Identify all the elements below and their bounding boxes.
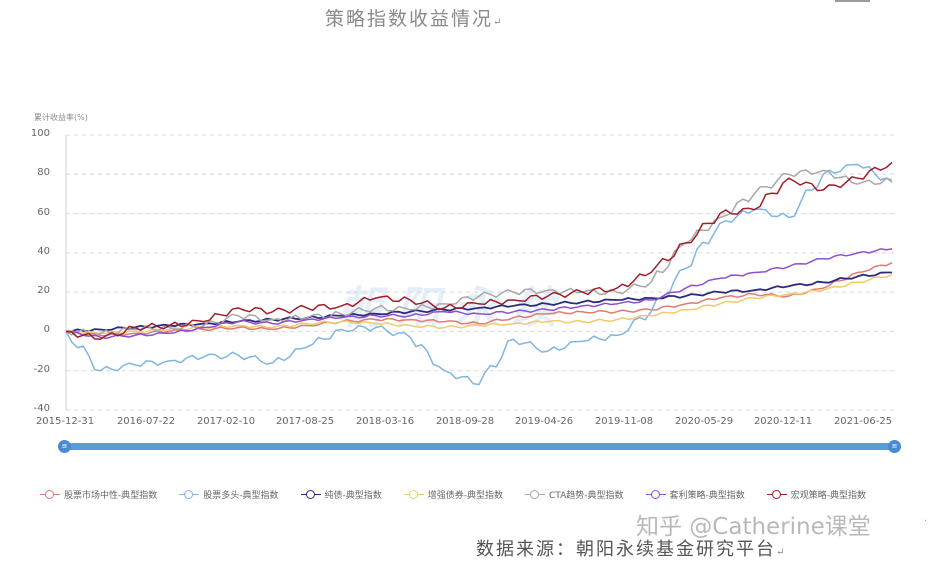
y-tick-label: 40: [37, 245, 50, 257]
legend-item[interactable]: 纯债-典型指数: [300, 488, 382, 501]
zhihu-watermark: 知乎 @Catherine课堂: [636, 514, 871, 540]
y-tick-label: -40: [33, 403, 50, 414]
x-tick-label: 2018-03-16: [355, 416, 415, 427]
legend-circle-icon: [403, 489, 424, 500]
x-tick-label: 2020-12-11: [753, 416, 813, 427]
datazoom-end-handle[interactable]: ≡: [888, 440, 901, 453]
x-tick-label: 2019-04-26: [514, 416, 574, 427]
y-tick-label: 80: [37, 167, 50, 179]
x-tick-label: 2015-12-31: [35, 416, 95, 427]
y-tick-label: 60: [37, 206, 50, 218]
legend-item[interactable]: 宏观策略-典型指数: [766, 488, 866, 501]
x-tick-label: 2018-09-28: [435, 416, 495, 427]
x-tick-label: 2017-08-25: [275, 416, 335, 427]
legend-circle-icon: [766, 489, 787, 500]
y-axis-label: 累计收益率(%): [34, 113, 88, 122]
legend-label: CTA趋势-典型指数: [549, 491, 624, 501]
datazoom-start-handle[interactable]: ≡: [58, 440, 71, 453]
legend-circle-icon: [179, 489, 200, 500]
series-line: [65, 163, 893, 386]
edge-mark: ·: [924, 516, 928, 527]
legend-label: 增强债券-典型指数: [427, 491, 503, 501]
legend-label: 股票市场中性-典型指数: [64, 491, 158, 501]
legend-circle-icon: [645, 489, 666, 500]
series-line: [65, 271, 892, 333]
legend-label: 股票多头-典型指数: [203, 491, 279, 501]
legend-item[interactable]: 增强债券-典型指数: [403, 488, 503, 501]
chart-legend: 股票市场中性-典型指数 股票多头-典型指数 纯债-典型指数 增强债券-典型指数 CTA趋…: [40, 488, 866, 501]
y-tick-label: -20: [33, 363, 50, 375]
legend-item[interactable]: 套利策略-典型指数: [645, 488, 745, 501]
y-tick-label: 100: [30, 128, 50, 139]
legend-circle-icon: [40, 489, 60, 500]
x-tick-label: 2016-07-22: [116, 416, 176, 427]
legend-circle-icon: [525, 489, 545, 500]
x-tick-label: 2019-11-08: [594, 416, 654, 427]
legend-item[interactable]: CTA趋势-典型指数: [525, 488, 624, 501]
legend-label: 宏观策略-典型指数: [790, 491, 866, 501]
x-tick-label: 2021-06-25: [833, 416, 893, 427]
series-line: [65, 161, 893, 341]
data-source-caption: 数据来源：朝阳永续基金研究平台↵: [476, 539, 787, 560]
datazoom-slider-track[interactable]: [64, 443, 898, 450]
legend-label: 纯债-典型指数: [324, 491, 382, 501]
y-tick-label: 20: [37, 285, 50, 297]
return-mark: ↵: [493, 17, 504, 28]
x-tick-label: 2017-02-10: [196, 416, 256, 427]
top-rule: [835, 0, 870, 2]
series-line: [65, 248, 893, 340]
legend-item[interactable]: 股票多头-典型指数: [179, 488, 279, 501]
series-line: [65, 262, 893, 337]
legend-circle-icon: [300, 489, 321, 500]
x-tick-label: 2020-05-29: [674, 416, 734, 427]
legend-label: 套利策略-典型指数: [669, 491, 745, 501]
series-line: [65, 169, 893, 337]
document-title: 策略指数收益情况↵: [325, 8, 504, 30]
y-tick-label: 0: [43, 324, 50, 336]
legend-item[interactable]: 股票市场中性-典型指数: [40, 488, 157, 501]
